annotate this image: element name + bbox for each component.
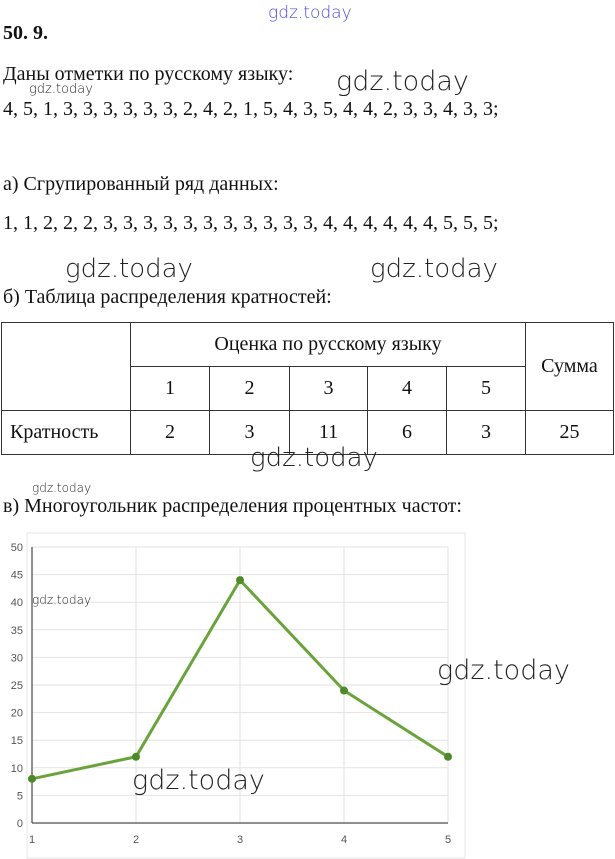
grade-header: 5 bbox=[446, 366, 526, 411]
watermark: gdz.today bbox=[132, 765, 265, 796]
count-cell: 11 bbox=[289, 410, 368, 455]
watermark: gdz.today bbox=[32, 481, 92, 495]
part-a-label: а) Сгрупированный ряд данных: bbox=[3, 173, 279, 195]
y-tick-label: 0 bbox=[17, 818, 23, 830]
count-cell: 3 bbox=[446, 410, 526, 455]
watermark: gdz.today bbox=[65, 254, 193, 284]
row-label: Кратность bbox=[1, 410, 131, 455]
y-tick-label: 45 bbox=[11, 570, 23, 582]
sum-cell: 25 bbox=[525, 410, 614, 455]
data-point bbox=[236, 576, 244, 585]
watermark: gdz.today bbox=[29, 82, 93, 97]
grouped-series: 1, 1, 2, 2, 2, 3, 3, 3, 3, 3, 3, 3, 3, 3… bbox=[3, 212, 499, 234]
y-tick-label: 35 bbox=[11, 625, 23, 637]
part-b-label: б) Таблица распределения кратностей: bbox=[3, 286, 332, 308]
data-point bbox=[444, 752, 452, 761]
count-cell: 3 bbox=[209, 410, 290, 455]
watermark: gdz.today bbox=[336, 66, 469, 97]
task-number: 50. 9. bbox=[3, 22, 48, 44]
watermark: gdz.today bbox=[32, 593, 92, 607]
y-tick-label: 50 bbox=[11, 542, 23, 554]
count-cell: 6 bbox=[367, 410, 447, 455]
y-tick-label: 30 bbox=[11, 652, 23, 664]
y-tick-label: 10 bbox=[11, 763, 23, 775]
raw-data: 4, 5, 1, 3, 3, 3, 3, 3, 3, 2, 4, 2, 1, 5… bbox=[3, 98, 499, 120]
x-tick-label: 4 bbox=[341, 834, 347, 846]
intro-text: Даны отметки по русскому языку: bbox=[3, 63, 294, 85]
grade-header: 4 bbox=[367, 366, 447, 411]
y-tick-label: 20 bbox=[11, 708, 23, 720]
frequency-table: Оценка по русскому языку Сумма 1 2 3 4 5… bbox=[1, 322, 614, 455]
y-tick-label: 5 bbox=[17, 790, 23, 802]
grade-header: 2 bbox=[209, 366, 290, 411]
grade-header: 1 bbox=[130, 366, 210, 411]
chart-frame bbox=[26, 532, 466, 859]
y-tick-label: 40 bbox=[11, 597, 23, 609]
x-tick-label: 2 bbox=[133, 834, 139, 846]
watermark: gdz.today bbox=[370, 254, 498, 284]
grade-header: 3 bbox=[289, 366, 368, 411]
y-tick-label: 25 bbox=[11, 680, 23, 692]
watermark: gdz.today bbox=[250, 443, 378, 473]
watermark: gdz.today bbox=[268, 3, 352, 23]
watermark: gdz.today bbox=[437, 655, 570, 686]
sum-header: Сумма bbox=[525, 322, 614, 411]
empty-corner-cell bbox=[1, 322, 131, 411]
x-tick-label: 5 bbox=[445, 834, 451, 846]
data-point bbox=[28, 774, 36, 783]
count-cell: 2 bbox=[130, 410, 210, 455]
x-tick-label: 3 bbox=[237, 834, 243, 846]
data-point bbox=[340, 686, 348, 695]
part-c-label: в) Многоугольник распределения процентны… bbox=[3, 495, 462, 517]
y-tick-label: 15 bbox=[11, 735, 23, 747]
group-header: Оценка по русскому языку bbox=[130, 322, 526, 367]
data-point bbox=[132, 752, 140, 761]
x-tick-label: 1 bbox=[29, 834, 35, 846]
